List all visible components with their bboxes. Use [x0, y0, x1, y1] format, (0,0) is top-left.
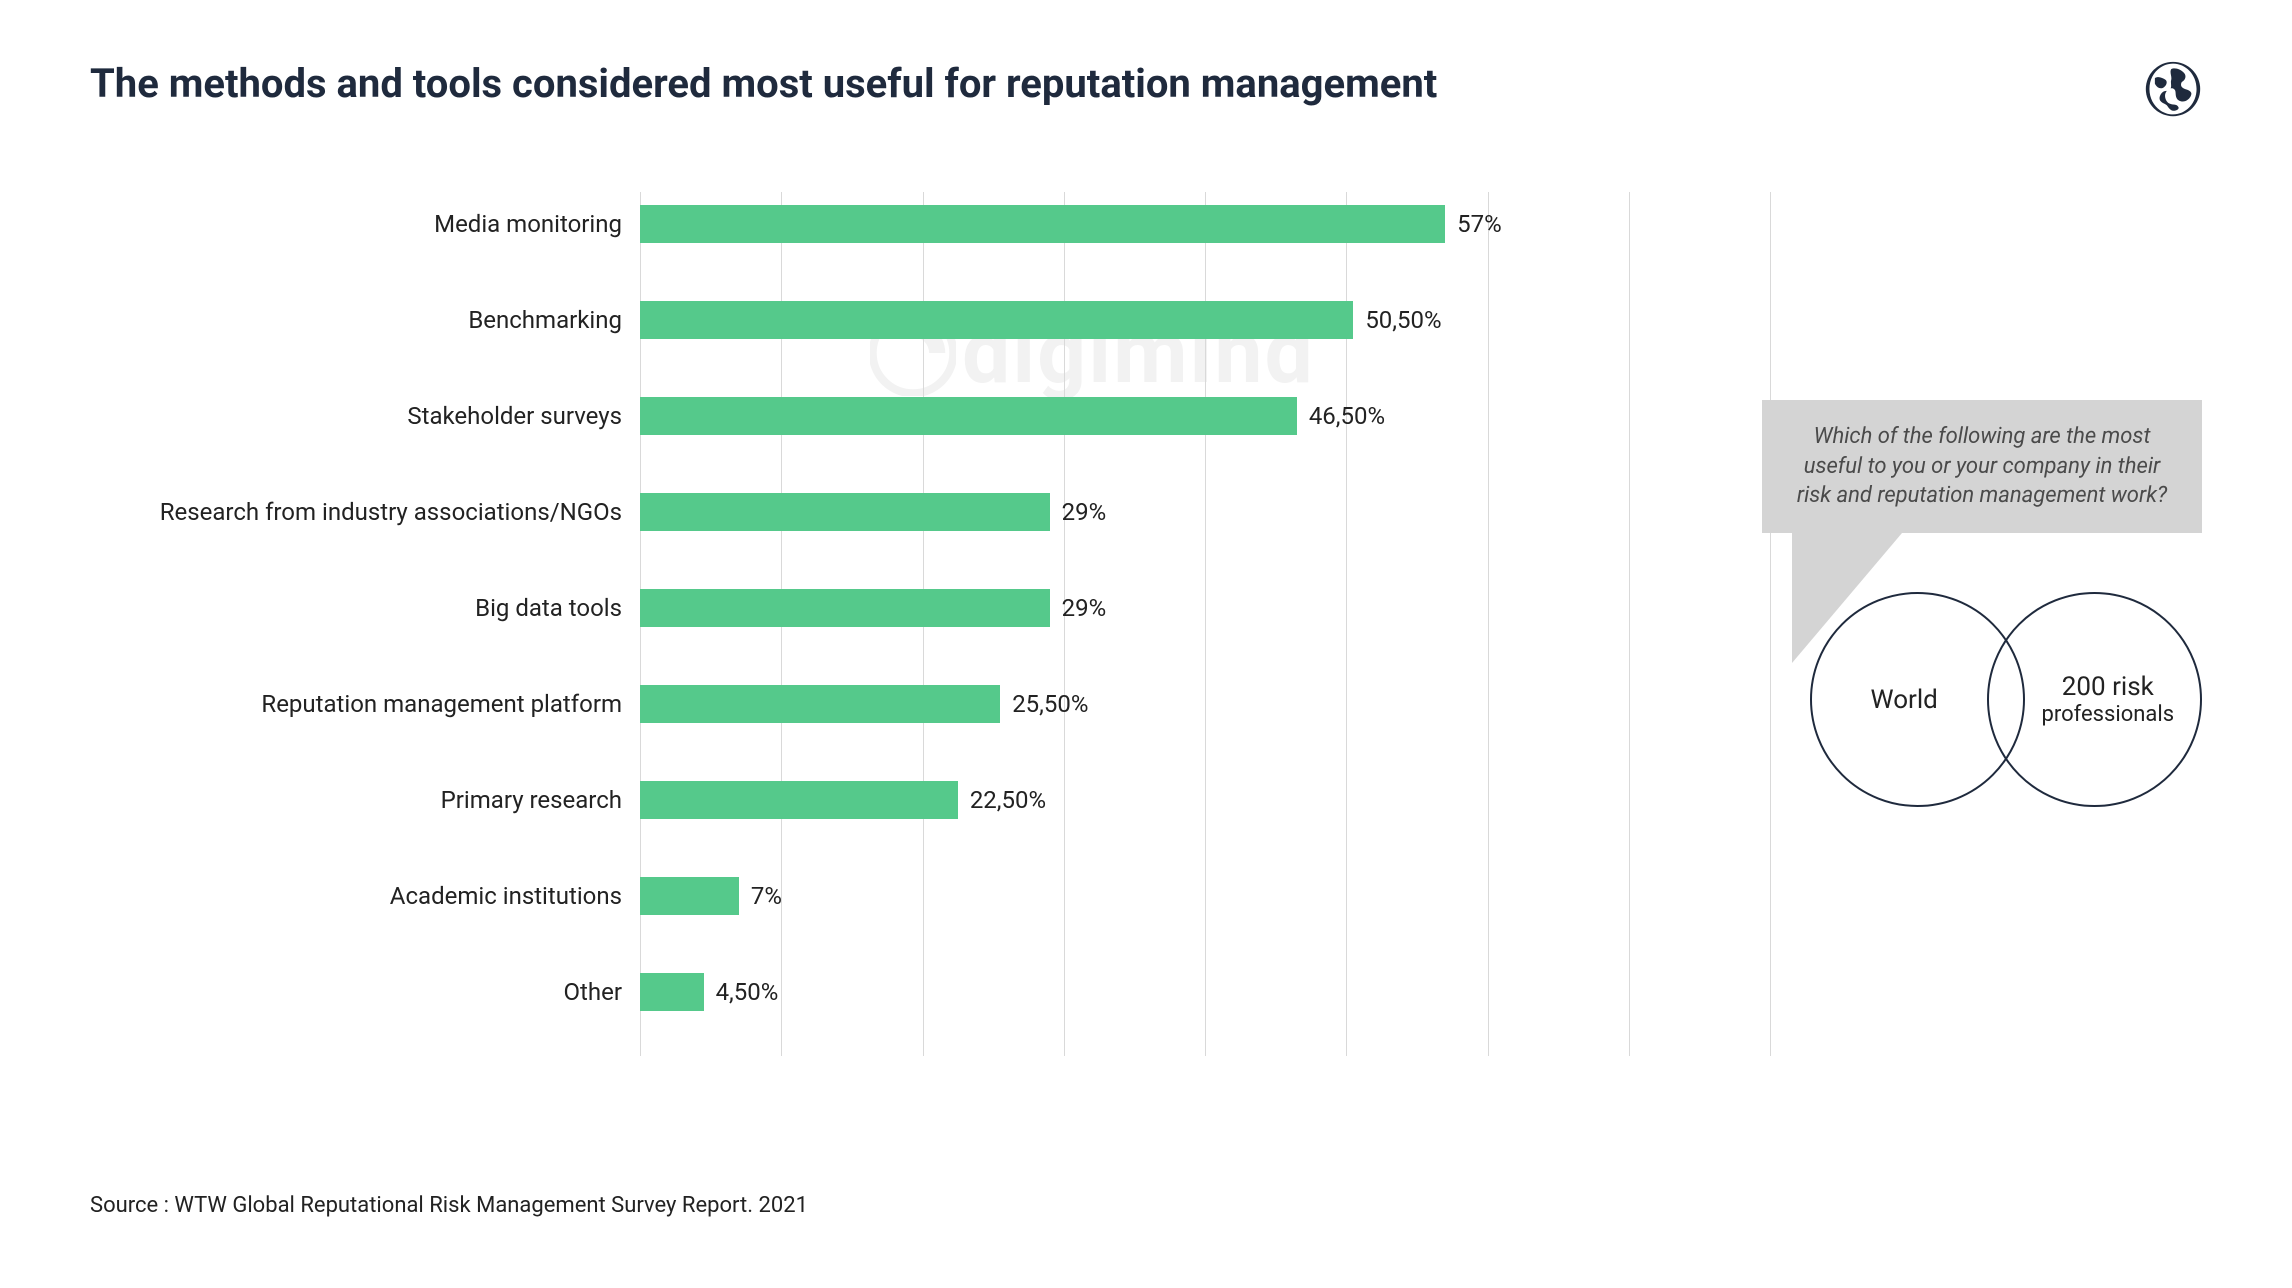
value-label: 7% [751, 882, 782, 910]
bar-area: 7% [640, 864, 1770, 928]
chart-row: Media monitoring 57% [90, 192, 2202, 256]
venn-left-label: World [1871, 685, 1938, 715]
question-callout: Which of the following are the most usef… [1762, 400, 2202, 533]
value-label: 46,50% [1309, 402, 1385, 430]
bar-area: 29% [640, 480, 1770, 544]
bar-area: 46,50% [640, 384, 1770, 448]
bar-area: 4,50% [640, 960, 1770, 1024]
bar-area: 29% [640, 576, 1770, 640]
header: The methods and tools considered most us… [90, 60, 2202, 122]
value-label: 57% [1457, 210, 1502, 238]
chart-row: Academic institutions 7% [90, 864, 2202, 928]
venn-right-circle: 200 risk professionals [1987, 592, 2202, 807]
chart-row: Benchmarking 50,50% [90, 288, 2202, 352]
bar [640, 205, 1445, 243]
value-label: 29% [1062, 498, 1107, 526]
category-label: Benchmarking [90, 306, 640, 334]
callout-text: Which of the following are the most usef… [1762, 400, 2202, 533]
category-label: Stakeholder surveys [90, 402, 640, 430]
bar-area: 50,50% [640, 288, 1770, 352]
value-label: 29% [1062, 594, 1107, 622]
value-label: 50,50% [1365, 306, 1441, 334]
venn-diagram: World 200 risk professionals [1810, 592, 2202, 807]
bar-chart: digimind Media monitoring57%Benchmarking… [90, 192, 2202, 1056]
bar [640, 685, 1000, 723]
globe-icon [2144, 60, 2202, 122]
category-label: Academic institutions [90, 882, 640, 910]
bar [640, 877, 739, 915]
chart-row: Other 4,50% [90, 960, 2202, 1024]
category-label: Research from industry associations/NGOs [90, 498, 640, 526]
value-label: 4,50% [716, 978, 779, 1006]
venn-right-label: 200 risk [2062, 672, 2154, 702]
venn-right-sublabel: professionals [2041, 702, 2174, 727]
value-label: 25,50% [1012, 690, 1088, 718]
bar [640, 973, 704, 1011]
category-label: Other [90, 978, 640, 1006]
bar [640, 589, 1050, 627]
category-label: Media monitoring [90, 210, 640, 238]
page-title: The methods and tools considered most us… [90, 60, 1437, 108]
page-root: The methods and tools considered most us… [0, 0, 2292, 1288]
value-label: 22,50% [970, 786, 1046, 814]
bar [640, 493, 1050, 531]
bar [640, 781, 958, 819]
category-label: Primary research [90, 786, 640, 814]
bar [640, 397, 1297, 435]
category-label: Big data tools [90, 594, 640, 622]
bar-area: 22,50% [640, 768, 1770, 832]
source-attribution: Source : WTW Global Reputational Risk Ma… [90, 1193, 808, 1218]
category-label: Reputation management platform [90, 690, 640, 718]
bar [640, 301, 1353, 339]
bar-area: 25,50% [640, 672, 1770, 736]
bar-area: 57% [640, 192, 1770, 256]
